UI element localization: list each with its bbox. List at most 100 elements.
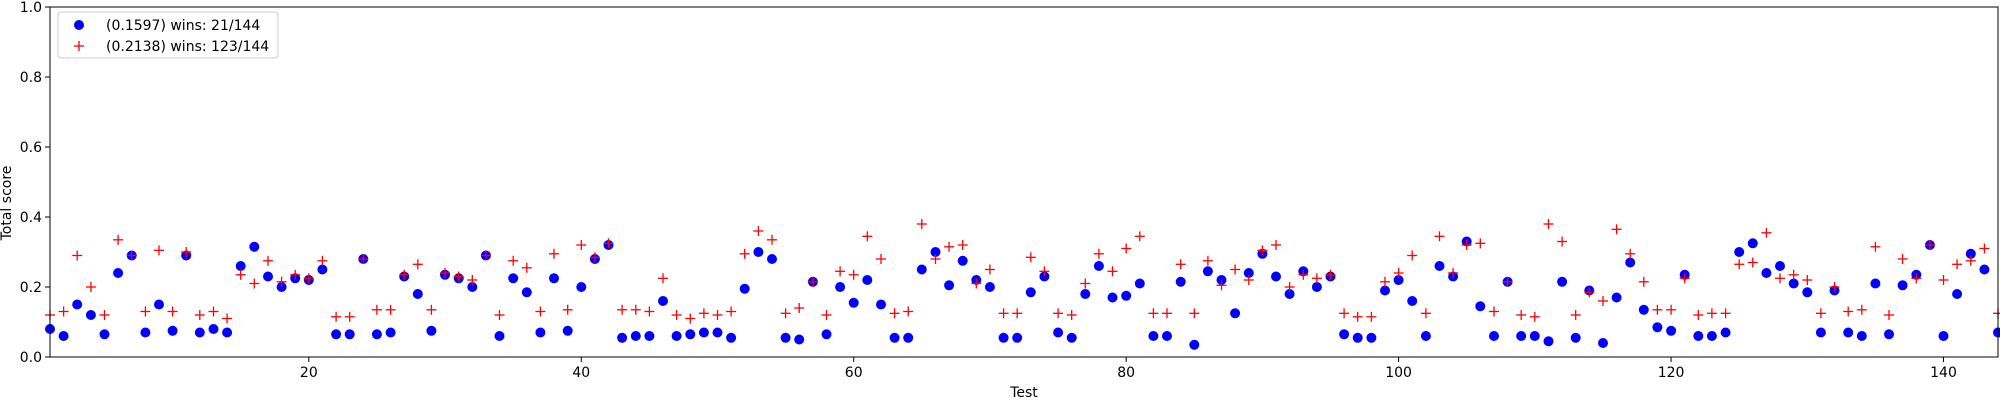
data-point-series-2 (290, 269, 301, 280)
data-point-series-2 (1366, 311, 1377, 322)
data-point-series-2 (113, 234, 124, 245)
data-point-series-1 (99, 329, 110, 340)
data-point-series-1 (889, 332, 900, 343)
data-point-series-1 (1380, 285, 1390, 296)
data-point-series-2 (1924, 240, 1935, 250)
data-point-series-2 (698, 308, 709, 319)
data-point-series-2 (1461, 240, 1472, 250)
plot-area (45, 219, 2000, 350)
data-point-series-2 (889, 308, 900, 319)
data-point-series-1 (222, 327, 233, 338)
data-point-series-1 (1802, 287, 1813, 298)
data-point-series-1 (630, 331, 641, 341)
data-point-series-1 (1529, 331, 1540, 341)
data-point-series-2 (72, 250, 83, 261)
data-point-series-1 (385, 327, 396, 338)
data-point-series-1 (726, 332, 737, 343)
data-point-series-2 (344, 311, 355, 322)
data-point-series-1 (1271, 271, 1281, 282)
data-point-series-1 (1516, 331, 1527, 341)
data-point-series-2 (1897, 254, 1908, 264)
data-point-series-2 (1393, 268, 1404, 278)
data-point-series-2 (1557, 236, 1568, 247)
data-point-series-2 (303, 273, 314, 284)
data-point-series-1 (671, 331, 682, 341)
data-point-series-1 (698, 327, 709, 338)
data-point-series-1 (903, 332, 914, 343)
data-point-series-1 (1979, 264, 1990, 275)
data-point-series-1 (576, 282, 587, 292)
data-point-series-1 (1666, 325, 1677, 336)
data-point-series-1 (780, 332, 791, 343)
data-point-series-1 (249, 241, 260, 252)
data-point-series-1 (154, 299, 164, 310)
data-point-series-2 (1979, 243, 1990, 254)
data-point-series-2 (535, 306, 546, 317)
data-point-series-2 (1325, 269, 1336, 280)
data-point-series-1 (1243, 268, 1254, 278)
data-point-series-2 (58, 306, 69, 317)
data-point-series-1 (276, 282, 287, 292)
x-tick-label: 40 (572, 365, 590, 381)
data-point-series-2 (1584, 287, 1595, 298)
x-tick-label: 60 (845, 365, 863, 381)
data-point-series-2 (1843, 306, 1854, 317)
data-point-series-2 (194, 310, 205, 320)
data-point-series-2 (1543, 219, 1554, 229)
data-point-series-2 (276, 276, 287, 287)
y-tick-label: 1.0 (20, 0, 42, 16)
data-point-series-2 (1884, 310, 1894, 320)
data-point-series-1 (113, 268, 124, 278)
data-point-series-1 (1311, 282, 1322, 292)
data-point-series-2 (1489, 306, 1499, 317)
data-point-series-2 (1216, 280, 1227, 291)
data-point-series-1 (235, 261, 246, 271)
data-point-series-2 (1611, 224, 1622, 235)
data-point-series-2 (99, 310, 110, 320)
data-point-series-2 (208, 306, 219, 317)
data-point-series-2 (862, 231, 873, 242)
data-point-series-1 (1570, 332, 1581, 343)
data-point-series-1 (1434, 261, 1445, 271)
data-point-series-1 (617, 332, 628, 343)
data-point-series-1 (1884, 329, 1894, 340)
data-point-series-2 (181, 247, 192, 257)
data-point-series-2 (794, 303, 805, 313)
data-point-series-2 (1121, 243, 1132, 254)
data-point-series-2 (1298, 269, 1309, 280)
data-point-series-2 (835, 266, 846, 277)
data-point-series-1 (821, 329, 832, 340)
data-point-series-2 (1107, 266, 1118, 277)
data-point-series-2 (1257, 245, 1268, 256)
data-point-series-2 (944, 241, 955, 252)
data-point-series-2 (1134, 231, 1145, 242)
data-point-series-1 (1965, 248, 1976, 259)
x-tick-label: 120 (1658, 365, 1685, 381)
data-point-series-1 (1475, 301, 1486, 312)
data-point-series-1 (739, 283, 750, 294)
data-point-series-1 (1557, 276, 1568, 287)
data-point-series-1 (1693, 331, 1704, 341)
data-point-series-2 (1570, 310, 1581, 320)
data-point-series-2 (249, 278, 260, 289)
data-point-series-1 (208, 324, 219, 334)
data-point-series-1 (167, 325, 178, 336)
data-point-series-1 (1543, 336, 1554, 347)
data-point-series-1 (767, 254, 777, 264)
legend-frame (57, 11, 279, 59)
data-point-series-2 (957, 240, 968, 250)
data-point-series-1 (508, 273, 519, 284)
data-point-series-2 (453, 271, 464, 282)
data-point-series-1 (535, 327, 546, 338)
data-point-series-2 (1230, 264, 1241, 275)
data-point-series-2 (1638, 276, 1649, 287)
data-point-series-2 (1788, 269, 1799, 280)
data-point-series-1 (794, 334, 805, 345)
data-point-series-1 (1952, 289, 1963, 299)
data-point-series-2 (549, 248, 559, 259)
data-point-series-1 (1598, 338, 1608, 348)
data-point-series-2 (1053, 308, 1064, 319)
data-point-series-2 (126, 250, 137, 261)
data-point-series-1 (1080, 289, 1091, 299)
data-point-series-2 (1025, 252, 1036, 263)
